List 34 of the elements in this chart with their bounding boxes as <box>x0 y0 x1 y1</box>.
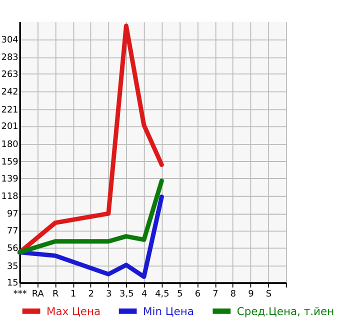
x-tick-label: 2 <box>88 289 94 300</box>
x-tick-label: 4 <box>142 289 148 300</box>
x-tick-label: 3 <box>106 289 112 300</box>
x-tick-label: 6 <box>194 289 201 300</box>
y-tick-label: 139 <box>1 174 19 184</box>
x-tick-label: RA <box>32 289 45 300</box>
x-tick-label: S <box>266 289 272 300</box>
y-tick-label: 118 <box>1 192 19 202</box>
y-tick-label: 221 <box>1 105 18 116</box>
x-tick-label: 9 <box>248 289 254 300</box>
y-tick-label: 159 <box>1 158 19 168</box>
x-tick-label: 5 <box>177 289 183 300</box>
legend-label: Max Цена <box>46 304 101 318</box>
y-tick-label: 283 <box>1 53 18 64</box>
y-tick-label: 15 <box>6 278 18 289</box>
line-series <box>17 178 164 255</box>
y-tick-label: 180 <box>1 140 19 150</box>
y-tick-label: 201 <box>1 122 18 132</box>
y-tick-label: 56 <box>6 244 19 254</box>
y-tick-label: 263 <box>1 70 18 80</box>
x-tick-label: 3,5 <box>120 289 134 300</box>
legend-label: Сред.Цена, т.йен <box>236 304 334 318</box>
x-tick-label: *** <box>13 289 28 300</box>
x-tick-label: R <box>52 289 59 300</box>
y-tick-label: 242 <box>1 88 18 98</box>
x-tick-label: 8 <box>230 289 236 300</box>
y-tick-label: 77 <box>6 226 18 237</box>
x-tick-label: 4,5 <box>155 289 170 300</box>
y-tick-label: 304 <box>1 35 19 46</box>
x-tick-label: 7 <box>212 289 218 300</box>
x-tick-label: 1 <box>70 289 76 300</box>
y-tick-label: 97 <box>6 210 18 220</box>
legend-label: Min Цена <box>143 304 194 318</box>
y-tick-label: 35 <box>6 262 18 272</box>
